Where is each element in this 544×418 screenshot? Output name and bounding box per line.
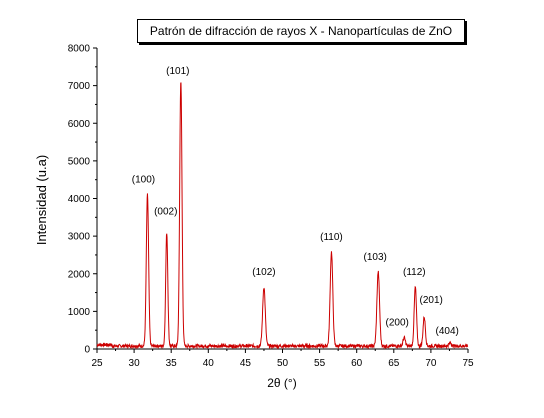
- x-tick-label: 45: [240, 358, 252, 369]
- axes: 25 30 35 40 45 50 55 60 65 70 75 0 1000 2000 3000 4000 5…: [68, 44, 474, 370]
- x-axis-label: 2θ (°): [267, 376, 296, 390]
- x-tick-label: 75: [462, 358, 474, 369]
- y-axis-label: Intensidad (u.a): [34, 155, 49, 245]
- xrd-series-line: [96, 82, 469, 350]
- peak-label: (101): [166, 66, 189, 77]
- x-tick-label: 65: [388, 358, 400, 369]
- peak-label: (200): [386, 318, 409, 329]
- x-tick-label: 30: [129, 358, 141, 369]
- peak-label: (100): [132, 175, 155, 186]
- y-tick-label: 8000: [68, 44, 91, 55]
- peak-label: (110): [320, 232, 343, 243]
- x-tick-label: 55: [314, 358, 326, 369]
- y-tick-label: 2000: [68, 269, 91, 280]
- y-tick-label: 7000: [68, 81, 91, 92]
- x-tick-label: 70: [425, 358, 437, 369]
- series: [96, 82, 469, 350]
- y-tick-label: 1000: [68, 307, 91, 318]
- peak-label: (103): [364, 252, 387, 263]
- x-tick-label: 40: [203, 358, 215, 369]
- x-tick-label: 50: [277, 358, 289, 369]
- peak-label: (002): [154, 206, 177, 217]
- peak-label: (201): [420, 295, 443, 306]
- y-tick-label: 0: [84, 345, 90, 356]
- y-tick-label: 6000: [68, 119, 91, 130]
- peak-label: (112): [403, 267, 426, 278]
- x-tick-label: 35: [166, 358, 178, 369]
- peak-label: (404): [436, 326, 459, 337]
- x-tick-label: 25: [91, 358, 103, 369]
- peak-label: (102): [252, 267, 275, 278]
- x-tick-label: 60: [351, 358, 363, 369]
- y-tick-label: 4000: [68, 194, 91, 205]
- y-tick-label: 5000: [68, 156, 91, 167]
- peak-labels: (100) (002) (101) (102) (110) (103) (200) (112)…: [132, 66, 459, 337]
- y-tick-label: 3000: [68, 232, 91, 243]
- chart-title: Patrón de difracción de rayos X - Nanopa…: [137, 19, 465, 43]
